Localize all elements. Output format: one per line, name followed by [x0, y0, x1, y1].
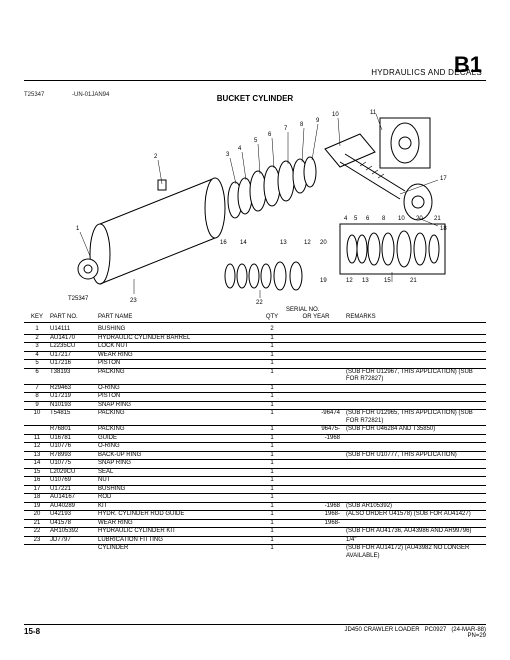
table-row: 22AR105392HYDRAULIC CYLINDER KIT1(SUB FO…	[24, 527, 486, 536]
svg-text:21: 21	[434, 216, 441, 222]
col-partno: PART NO.	[50, 314, 98, 320]
table-row: 8U17219PISTON1	[24, 392, 486, 401]
header-rule	[24, 80, 486, 81]
table-row: 21U41578WEAR RING11968-	[24, 519, 486, 528]
table-row: 20U42193HYDR. CYLINDER ROD GUIDE11968-(A…	[24, 510, 486, 519]
svg-text:17: 17	[440, 176, 447, 182]
col-qty: QTY	[258, 314, 286, 320]
table-row: 6T38193PACKING1(SUB FOR U12967, THIS APP…	[24, 368, 486, 384]
svg-text:8: 8	[300, 122, 304, 128]
col-serial-top: SERIAL NO.	[286, 307, 319, 313]
table-row: 17U17221BUSHING1	[24, 485, 486, 494]
svg-text:12: 12	[346, 278, 353, 284]
svg-text:14: 14	[240, 240, 247, 246]
table-row: 3L2235CULOCK NUT1	[24, 342, 486, 351]
table-row: 12U10776O-RING1	[24, 442, 486, 451]
footer-date: (24-MAR-88)	[451, 627, 486, 633]
table-row: 19AU40289KIT1-1968(SUB AR105392)	[24, 502, 486, 511]
table-row: 13R78993BACK-UP RING1(SUB FOR U10777, TH…	[24, 451, 486, 460]
svg-text:22: 22	[256, 300, 263, 304]
svg-text:5: 5	[354, 216, 358, 222]
table-row: R76801PACKING196475-(SUB FOR U46284 AND …	[24, 425, 486, 434]
svg-text:10: 10	[332, 112, 339, 118]
table-row: 9N10193SNAP RING1	[24, 401, 486, 410]
svg-text:6: 6	[268, 132, 272, 138]
footer-pc: PC0927	[425, 627, 447, 633]
svg-text:6: 6	[366, 216, 370, 222]
svg-text:3: 3	[226, 152, 230, 158]
svg-text:4: 4	[344, 216, 348, 222]
svg-text:5: 5	[254, 138, 258, 144]
svg-text:15: 15	[384, 278, 391, 284]
exploded-diagram: 1 2 3 4 5 6 7 8 9 10 11 17 18 16 14 13 1…	[40, 104, 470, 304]
svg-text:T25347: T25347	[68, 296, 89, 302]
footer-page: 15-8	[24, 627, 40, 640]
svg-text:20: 20	[416, 216, 423, 222]
table-row: 2AU14170HYDRAULIC CYLINDER BARREL1	[24, 334, 486, 343]
svg-text:2: 2	[154, 154, 158, 160]
svg-text:13: 13	[280, 240, 287, 246]
parts-table: 1U14111BUSHING22AU14170HYDRAULIC CYLINDE…	[24, 326, 486, 560]
table-row: 7R29463O-RING1	[24, 384, 486, 393]
component-title: BUCKET CYLINDER	[0, 94, 510, 103]
svg-text:16: 16	[220, 240, 227, 246]
svg-text:13: 13	[362, 278, 369, 284]
svg-text:21: 21	[410, 278, 417, 284]
table-row: 14U10775SNAP RING1	[24, 459, 486, 468]
col-serial: OR YEAR	[286, 314, 346, 320]
col-remarks: REMARKS	[346, 314, 486, 320]
svg-text:7: 7	[284, 126, 288, 132]
svg-text:9: 9	[316, 118, 320, 124]
svg-text:19: 19	[320, 278, 327, 284]
svg-text:20: 20	[320, 240, 327, 246]
table-header: SERIAL NO. KEY PART NO. PART NAME QTY OR…	[24, 314, 486, 323]
svg-text:8: 8	[382, 216, 386, 222]
svg-text:1: 1	[76, 226, 80, 232]
page-footer: 15-8 JD450 CRAWLER LOADER PC0927 (24-MAR…	[24, 624, 486, 640]
table-row: 5U17216PISTON1	[24, 359, 486, 368]
table-row: 1U14111BUSHING2	[24, 326, 486, 334]
svg-text:23: 23	[130, 298, 137, 304]
table-row: 11U16781GUIDE1-1968	[24, 434, 486, 443]
table-row: 15L2029CUSEAL1	[24, 468, 486, 477]
svg-text:4: 4	[238, 146, 242, 152]
table-row: 18AU14167ROD1	[24, 493, 486, 502]
svg-text:12: 12	[304, 240, 311, 246]
svg-text:18: 18	[440, 226, 447, 232]
footer-pn: PN=29	[467, 633, 486, 639]
col-key: KEY	[24, 314, 50, 320]
table-row: 23JD7797LUBRICATION FITTING11/4"	[24, 536, 486, 545]
svg-text:10: 10	[398, 216, 405, 222]
col-partname: PART NAME	[98, 314, 258, 320]
table-row: 10T54815PACKING1-96474(SUB FOR U12965, T…	[24, 409, 486, 425]
section-title: HYDRAULICS AND DECALS	[371, 68, 482, 77]
table-row: CYLINDER1(SUB FOR AU14172) (AU43982 NO L…	[24, 544, 486, 560]
table-row: 4U17217WEAR RING1	[24, 351, 486, 360]
table-row: 16U10769NUT1	[24, 476, 486, 485]
svg-text:11: 11	[370, 110, 377, 116]
footer-model: JD450 CRAWLER LOADER	[344, 627, 419, 633]
